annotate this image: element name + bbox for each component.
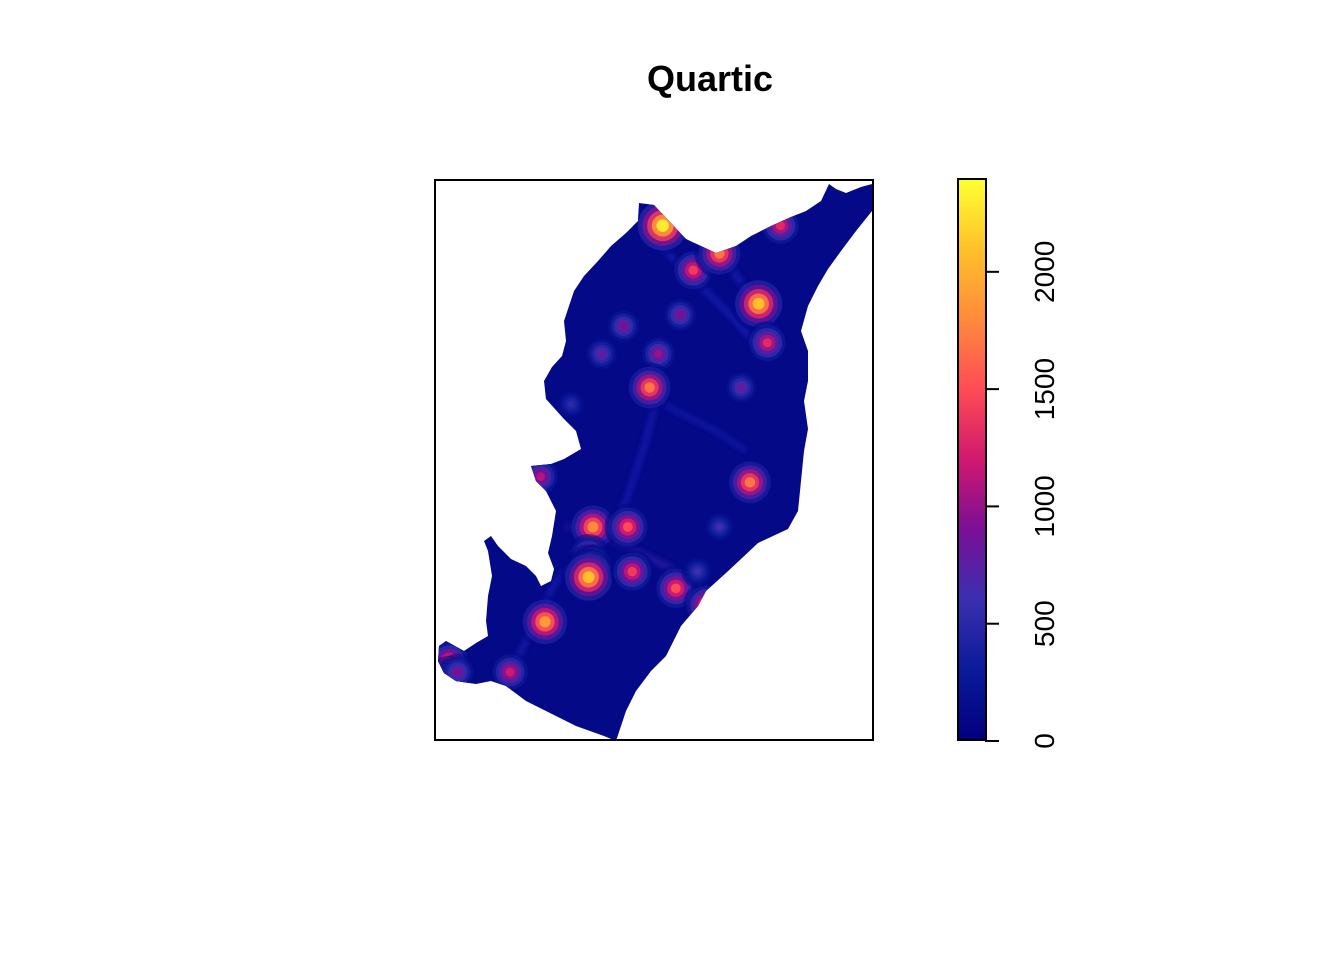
legend-tick-label-1000: 1000 xyxy=(1029,475,1060,537)
hotspot-21 xyxy=(609,549,655,595)
hotspot-2 xyxy=(694,228,745,279)
heatmap-panel xyxy=(434,179,874,741)
hotspot-11 xyxy=(723,369,759,406)
hotspot-layer xyxy=(438,196,803,700)
legend-tick-label-500: 500 xyxy=(1029,600,1060,647)
hotspot-23 xyxy=(683,581,730,629)
legend-tick-label-2000: 2000 xyxy=(1029,241,1060,303)
hotspot-14 xyxy=(725,457,775,508)
hotspot-0 xyxy=(633,196,693,256)
hotspot-10 xyxy=(624,362,675,413)
legend-axis: 0 500 1000 1500 2000 xyxy=(985,241,1060,749)
hotspot-6 xyxy=(661,296,699,334)
hotspot-13 xyxy=(520,456,561,497)
hotspot-30 xyxy=(439,653,477,691)
hotspot-16 xyxy=(604,503,652,551)
density-region xyxy=(438,184,872,739)
legend-tick-label-0: 0 xyxy=(1029,733,1060,749)
legend-tick-label-1500: 1500 xyxy=(1029,358,1060,420)
hotspot-3 xyxy=(730,275,787,332)
chart-title: Quartic xyxy=(646,58,774,99)
hotspot-12 xyxy=(555,388,587,420)
hotspot-5 xyxy=(758,203,803,248)
color-legend-bar xyxy=(957,178,987,741)
hotspot-25 xyxy=(703,510,736,544)
hotspot-7 xyxy=(604,307,643,345)
hotspot-8 xyxy=(583,336,620,372)
hotspot-24 xyxy=(681,555,714,588)
hotspot-26 xyxy=(518,595,572,649)
hotspot-4 xyxy=(745,321,790,365)
hotspot-20 xyxy=(560,549,617,606)
hotspot-27 xyxy=(489,651,532,693)
heatmap-svg xyxy=(438,184,872,739)
